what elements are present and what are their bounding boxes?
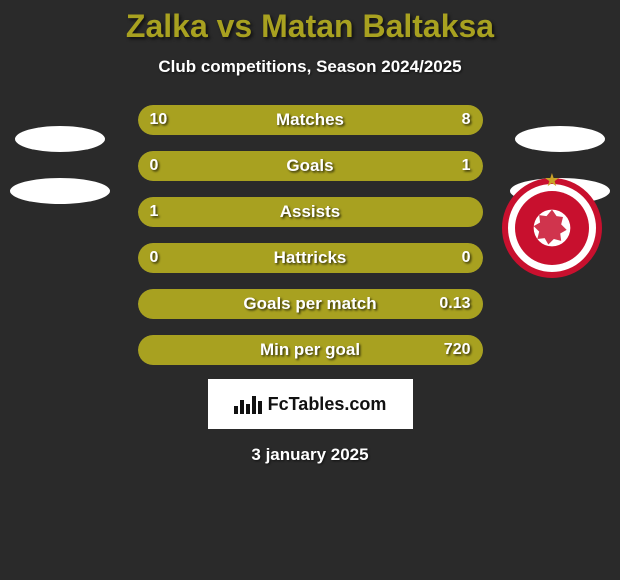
stat-bars: 108Matches 01Goals 1Assists 00Hattricks 0.13… [138, 105, 483, 365]
silhouette-icon [10, 178, 110, 204]
branding-badge: FcTables.com [208, 379, 413, 429]
silhouette-icon [15, 126, 105, 152]
soccer-ball-icon [515, 191, 589, 265]
page-title: Zalka vs Matan Baltaksa [0, 0, 620, 45]
stat-label: Goals per match [138, 294, 483, 314]
club-badge-right: ★ [502, 178, 602, 278]
stat-label: Goals [138, 156, 483, 176]
star-icon: ★ [544, 170, 560, 191]
stat-label: Min per goal [138, 340, 483, 360]
stat-label: Assists [138, 202, 483, 222]
stat-label: Hattricks [138, 248, 483, 268]
stat-row: 01Goals [138, 151, 483, 181]
date-label: 3 january 2025 [0, 445, 620, 465]
stat-label: Matches [138, 110, 483, 130]
silhouette-icon [515, 126, 605, 152]
infographic: Zalka vs Matan Baltaksa Club competition… [0, 0, 620, 580]
stat-row: 0.13Goals per match [138, 289, 483, 319]
stat-row: 00Hattricks [138, 243, 483, 273]
subtitle: Club competitions, Season 2024/2025 [0, 57, 620, 77]
stat-row: 1Assists [138, 197, 483, 227]
bar-chart-icon [234, 394, 262, 414]
player-left [10, 98, 110, 198]
stat-row: 108Matches [138, 105, 483, 135]
stat-row: 720Min per goal [138, 335, 483, 365]
branding-label: FcTables.com [268, 394, 387, 415]
